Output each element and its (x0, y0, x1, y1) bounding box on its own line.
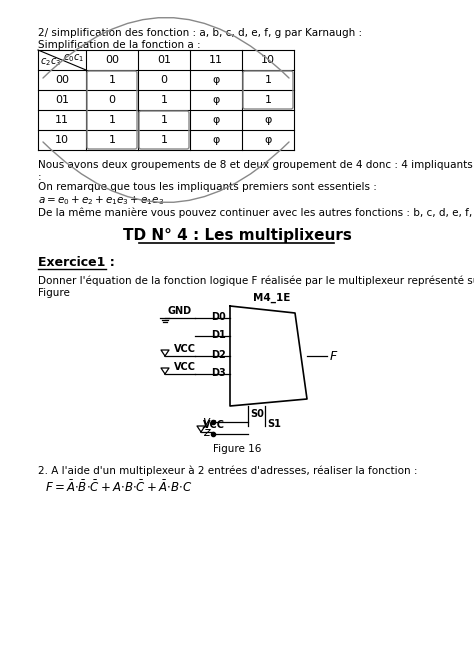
Text: VCC: VCC (174, 362, 196, 372)
Text: Nous avons deux groupements de 8 et deux groupement de 4 donc : 4 impliquants pr: Nous avons deux groupements de 8 et deux… (38, 160, 474, 170)
Text: 1: 1 (264, 75, 272, 85)
Text: 1: 1 (109, 135, 116, 145)
Text: $F = \bar{A}{\cdot}\bar{B}{\cdot}\bar{C} + A{\cdot}B{\cdot}\bar{C} + \bar{A}{\cd: $F = \bar{A}{\cdot}\bar{B}{\cdot}\bar{C}… (45, 480, 192, 495)
Text: 0: 0 (109, 95, 116, 105)
Text: 11: 11 (55, 115, 69, 125)
Text: $a = e_0 + e_2 + e_1e_3 + e_1e_3$: $a = e_0 + e_2 + e_1e_3 + e_1e_3$ (38, 194, 164, 207)
Text: Exercice1 :: Exercice1 : (38, 256, 115, 269)
Text: 00: 00 (105, 55, 119, 65)
Text: VCC: VCC (203, 420, 225, 430)
Text: Figure 16: Figure 16 (213, 444, 261, 454)
Text: φ: φ (212, 75, 219, 85)
Text: D2: D2 (211, 350, 226, 360)
Text: 1: 1 (161, 115, 167, 125)
Text: 1: 1 (161, 95, 167, 105)
Text: 0: 0 (161, 75, 167, 85)
Text: 2. A l'aide d'un multiplexeur à 2 entrées d'adresses, réaliser la fonction :: 2. A l'aide d'un multiplexeur à 2 entrée… (38, 466, 418, 476)
Text: φ: φ (212, 115, 219, 125)
Text: De la même manière vous pouvez continuer avec les autres fonctions : b, c, d, e,: De la même manière vous pouvez continuer… (38, 208, 474, 218)
Text: 2/ simplification des fonction : a, b, c, d, e, f, g par Karnaugh :: 2/ simplification des fonction : a, b, c… (38, 28, 362, 38)
Text: VCC: VCC (174, 344, 196, 354)
Text: 1: 1 (109, 115, 116, 125)
Text: Simplification de la fonction a :: Simplification de la fonction a : (38, 40, 201, 50)
Text: φ: φ (264, 135, 272, 145)
Text: S1: S1 (267, 419, 281, 429)
Text: D1: D1 (211, 330, 226, 340)
Text: :: : (38, 172, 42, 182)
Text: D3: D3 (211, 368, 226, 378)
Text: 1: 1 (264, 95, 272, 105)
Polygon shape (197, 426, 205, 432)
Text: 10: 10 (261, 55, 275, 65)
Text: Figure: Figure (38, 288, 70, 298)
Text: TD N° 4 : Les multiplixeurs: TD N° 4 : Les multiplixeurs (123, 228, 351, 243)
Text: z: z (203, 427, 210, 440)
Text: $c_0c_1$: $c_0c_1$ (63, 52, 84, 64)
Polygon shape (161, 350, 169, 356)
Text: Donner l'équation de la fonction logique F réalisée par le multiplexeur représen: Donner l'équation de la fonction logique… (38, 276, 474, 287)
Text: 1: 1 (109, 75, 116, 85)
Polygon shape (161, 368, 169, 374)
Text: 01: 01 (55, 95, 69, 105)
Text: φ: φ (212, 95, 219, 105)
Text: 11: 11 (209, 55, 223, 65)
Text: GND: GND (168, 306, 192, 316)
Text: F: F (330, 350, 337, 362)
Text: S0: S0 (250, 409, 264, 419)
Text: φ: φ (212, 135, 219, 145)
Polygon shape (230, 306, 307, 406)
Text: y: y (202, 415, 210, 427)
Text: 00: 00 (55, 75, 69, 85)
Text: 1: 1 (161, 135, 167, 145)
Text: M4_1E: M4_1E (253, 293, 290, 303)
Text: D0: D0 (211, 312, 226, 322)
Text: φ: φ (264, 115, 272, 125)
Text: 01: 01 (157, 55, 171, 65)
Text: $c_2c_3$: $c_2c_3$ (40, 56, 61, 68)
Text: On remarque que tous les impliquants premiers sont essentiels :: On remarque que tous les impliquants pre… (38, 182, 377, 192)
Text: 10: 10 (55, 135, 69, 145)
